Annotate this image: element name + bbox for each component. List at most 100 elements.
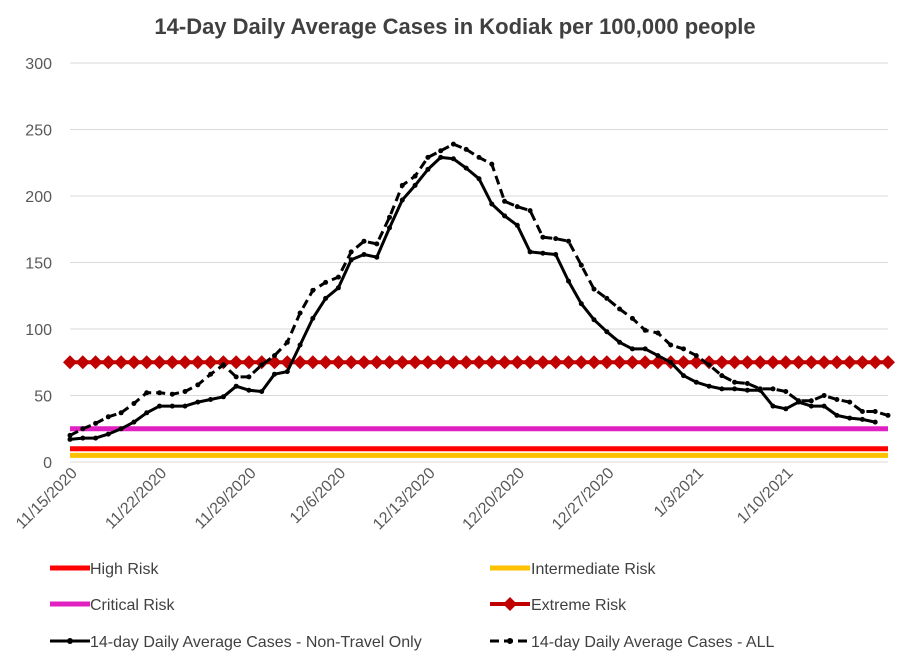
data-point-all bbox=[617, 306, 623, 312]
threshold-marker-extreme-risk bbox=[804, 355, 819, 370]
data-point-all bbox=[540, 234, 546, 240]
threshold-marker-extreme-risk bbox=[791, 355, 806, 370]
gridlines bbox=[70, 62, 888, 396]
data-point-non-travel bbox=[681, 373, 686, 379]
data-point-non-travel bbox=[272, 371, 277, 377]
threshold-marker-extreme-risk bbox=[548, 355, 563, 370]
data-point-non-travel bbox=[105, 431, 111, 437]
threshold-marker-extreme-risk bbox=[740, 355, 755, 370]
data-point-all bbox=[67, 432, 73, 438]
data-point-all bbox=[399, 182, 405, 188]
threshold-marker-extreme-risk bbox=[676, 355, 691, 370]
data-point-non-travel bbox=[514, 222, 520, 228]
data-point-non-travel bbox=[719, 386, 725, 392]
data-point-non-travel bbox=[783, 406, 789, 412]
legend-label-critical-risk: Critical Risk bbox=[90, 597, 175, 614]
data-point-all bbox=[157, 390, 162, 396]
threshold-marker-extreme-risk bbox=[446, 355, 461, 370]
data-point-non-travel bbox=[463, 165, 469, 171]
data-point-all bbox=[118, 410, 124, 416]
threshold-marker-extreme-risk bbox=[714, 355, 729, 370]
data-point-all bbox=[259, 362, 265, 368]
data-point-all bbox=[105, 414, 111, 420]
data-point-non-travel bbox=[80, 435, 86, 441]
data-point-non-travel bbox=[859, 416, 865, 422]
data-point-all bbox=[169, 391, 175, 397]
threshold-marker-extreme-risk bbox=[638, 355, 653, 370]
threshold-marker-extreme-risk bbox=[165, 355, 180, 370]
threshold-marker-extreme-risk bbox=[293, 355, 308, 370]
threshold-marker-extreme-risk bbox=[702, 355, 717, 370]
data-point-all bbox=[93, 420, 99, 426]
data-point-all bbox=[872, 409, 878, 414]
data-point-non-travel bbox=[259, 389, 265, 394]
threshold-marker-extreme-risk bbox=[817, 355, 832, 370]
data-point-all bbox=[348, 249, 354, 255]
data-point-all bbox=[297, 310, 303, 316]
series-line-all bbox=[69, 142, 889, 437]
threshold-marker-extreme-risk bbox=[395, 355, 410, 370]
data-point-all bbox=[808, 398, 814, 404]
threshold-marker-extreme-risk bbox=[88, 355, 103, 370]
threshold-marker-extreme-risk bbox=[574, 355, 589, 370]
data-point-non-travel bbox=[387, 225, 392, 231]
data-point-non-travel bbox=[118, 426, 124, 432]
data-point-all bbox=[553, 236, 559, 242]
data-point-all bbox=[591, 286, 597, 292]
threshold-marker-extreme-risk bbox=[765, 355, 780, 370]
x-tick-label: 12/27/2020 bbox=[549, 465, 618, 534]
data-point-all bbox=[425, 154, 431, 160]
data-point-all bbox=[604, 295, 610, 301]
data-point-non-travel bbox=[527, 249, 533, 255]
x-tick-label: 12/6/2020 bbox=[287, 465, 349, 527]
x-tick-label: 12/20/2020 bbox=[460, 465, 529, 534]
data-point-all bbox=[489, 161, 495, 167]
threshold-marker-extreme-risk bbox=[229, 355, 244, 370]
threshold-marker-extreme-risk bbox=[433, 355, 448, 370]
data-point-all bbox=[476, 154, 482, 160]
data-point-all bbox=[566, 238, 571, 244]
threshold-marker-extreme-risk bbox=[254, 355, 269, 370]
threshold-marker-extreme-risk bbox=[868, 355, 883, 370]
data-point-non-travel bbox=[770, 403, 776, 409]
threshold-marker-extreme-risk bbox=[241, 355, 256, 370]
data-point-all bbox=[450, 141, 456, 147]
data-point-non-travel bbox=[220, 394, 226, 400]
threshold-marker-extreme-risk bbox=[126, 355, 141, 370]
data-point-non-travel bbox=[233, 383, 239, 389]
threshold-marker-extreme-risk bbox=[842, 355, 857, 370]
threshold-marker-extreme-risk bbox=[369, 355, 384, 370]
data-point-non-travel bbox=[706, 383, 712, 389]
threshold-lines bbox=[63, 355, 895, 458]
data-point-non-travel bbox=[361, 252, 367, 257]
data-point-all bbox=[323, 279, 329, 285]
threshold-marker-extreme-risk bbox=[561, 355, 576, 370]
y-tick-label: 300 bbox=[25, 56, 52, 73]
threshold-marker-extreme-risk bbox=[382, 355, 397, 370]
data-point-non-travel bbox=[67, 436, 73, 442]
data-point-all bbox=[335, 274, 341, 280]
threshold-marker-extreme-risk bbox=[75, 355, 90, 370]
data-point-non-travel bbox=[246, 387, 252, 393]
data-point-all bbox=[744, 381, 750, 386]
data-point-all bbox=[284, 339, 290, 345]
legend-label-extreme-risk: Extreme Risk bbox=[531, 597, 627, 614]
data-point-non-travel bbox=[553, 252, 559, 257]
data-point-non-travel bbox=[693, 379, 699, 385]
threshold-marker-extreme-risk bbox=[139, 355, 154, 370]
threshold-marker-extreme-risk bbox=[535, 355, 550, 370]
x-tick-label: 11/15/2020 bbox=[13, 465, 81, 533]
threshold-marker-extreme-risk bbox=[420, 355, 435, 370]
data-point-all bbox=[834, 397, 840, 402]
threshold-marker-extreme-risk bbox=[344, 355, 359, 370]
data-point-non-travel bbox=[284, 369, 290, 375]
threshold-marker-extreme-risk bbox=[881, 355, 895, 370]
threshold-marker-extreme-risk bbox=[587, 355, 602, 370]
data-point-all bbox=[272, 353, 277, 359]
threshold-marker-extreme-risk bbox=[484, 355, 499, 370]
data-point-non-travel bbox=[374, 254, 380, 260]
data-point-all bbox=[719, 373, 725, 379]
data-point-non-travel bbox=[144, 410, 150, 416]
data-point-all bbox=[821, 393, 827, 398]
threshold-marker-extreme-risk bbox=[114, 355, 129, 370]
